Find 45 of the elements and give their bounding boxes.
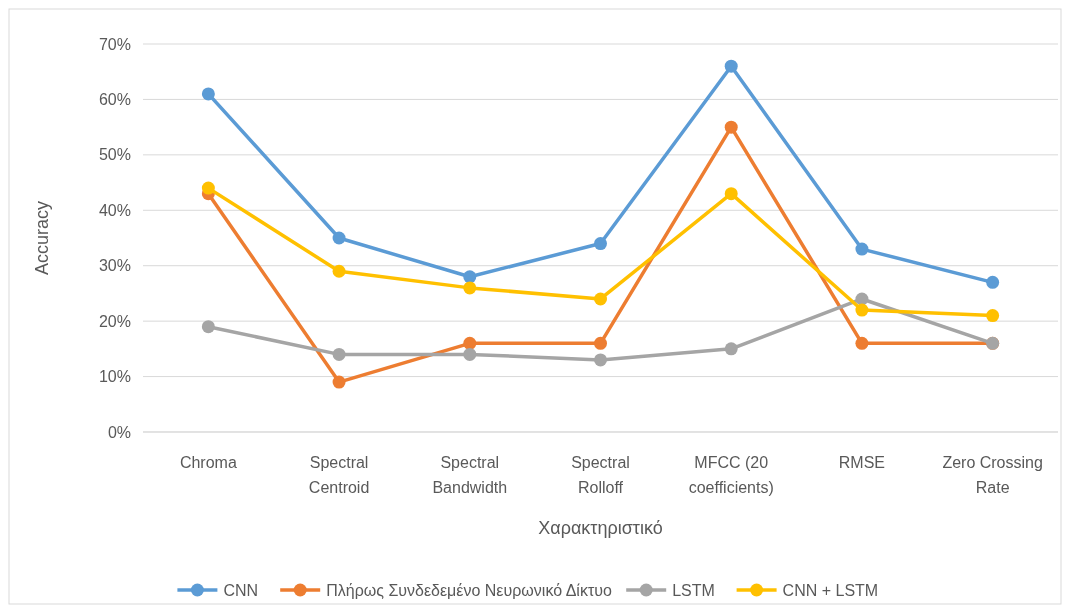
x-tick-label: Zero Crossing Rate — [942, 454, 1043, 496]
y-tick-label: 30% — [98, 257, 131, 275]
x-tick-label: Spectral Centroid — [308, 454, 370, 496]
point — [201, 87, 215, 101]
point — [463, 347, 477, 361]
point — [855, 242, 869, 256]
x-tick-label: Spectral Bandwidth — [432, 454, 508, 496]
y-tick-label: 0% — [107, 423, 131, 441]
point — [724, 120, 738, 134]
x-tick-label: Spectral Rolloff — [571, 454, 630, 496]
x-axis-title: Χαρακτηριστικό — [538, 518, 663, 538]
point — [332, 347, 346, 361]
x-tick-label: MFCC (20 coefficients) — [688, 454, 774, 496]
point — [201, 320, 215, 334]
point — [332, 375, 346, 389]
y-tick-label: 50% — [98, 146, 131, 164]
point — [986, 309, 1000, 323]
y-tick-label: 40% — [98, 201, 131, 219]
legend-label: CNN — [223, 581, 259, 599]
legend-label: LSTM — [672, 581, 715, 599]
x-tick-label: Chroma — [179, 454, 237, 471]
y-tick-label: 10% — [98, 368, 131, 386]
point — [201, 181, 215, 195]
point — [332, 231, 346, 245]
x-tick-label: RMSE — [838, 454, 886, 471]
point — [986, 275, 1000, 289]
legend-label: CNN + LSTM — [782, 581, 879, 599]
point — [463, 281, 477, 295]
y-tick-label: 70% — [98, 35, 131, 53]
point — [724, 342, 738, 356]
point — [724, 59, 738, 73]
y-axis-title: Accuracy — [32, 200, 52, 276]
point — [855, 336, 869, 350]
point — [332, 264, 346, 278]
point — [594, 353, 607, 367]
point — [594, 237, 607, 251]
y-tick-label: 60% — [98, 91, 131, 109]
y-tick-label: 20% — [98, 312, 131, 330]
legend-label: Πλήρως Συνδεδεμένο Νευρωνικό Δίκτυο — [326, 581, 612, 599]
point — [594, 292, 607, 306]
point — [855, 303, 869, 317]
point — [463, 270, 477, 284]
point — [724, 187, 738, 201]
point — [463, 336, 477, 350]
point — [594, 336, 607, 350]
